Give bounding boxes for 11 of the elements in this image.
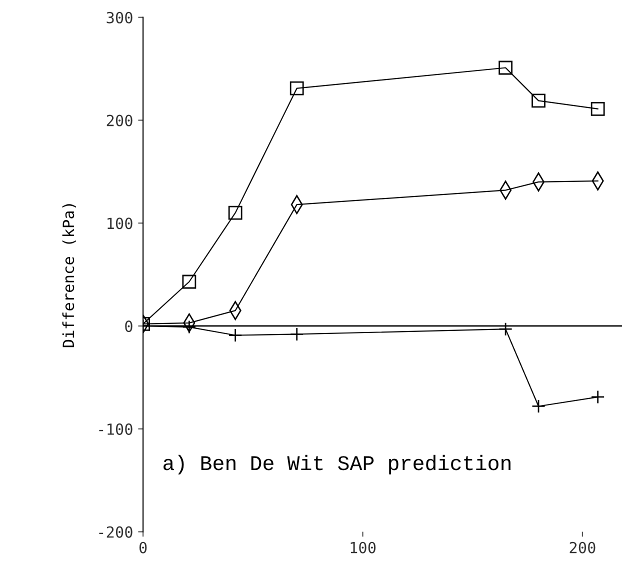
x-tick-label: 200 xyxy=(570,542,596,554)
annotation: a) Ben De Wit SAP prediction xyxy=(164,454,510,474)
y-tick-label: 0 xyxy=(125,320,132,332)
y-axis-title: Difference (kPa) xyxy=(62,204,76,348)
y-tick-label: 300 xyxy=(106,12,132,24)
y-tick-label: -100 xyxy=(99,423,132,435)
x-tick-label: 0 xyxy=(139,542,147,554)
y-tick-label: 200 xyxy=(106,114,132,126)
y-tick-label: -200 xyxy=(99,526,132,538)
x-tick-label: 100 xyxy=(350,542,376,554)
y-tick-label: 100 xyxy=(108,218,132,230)
